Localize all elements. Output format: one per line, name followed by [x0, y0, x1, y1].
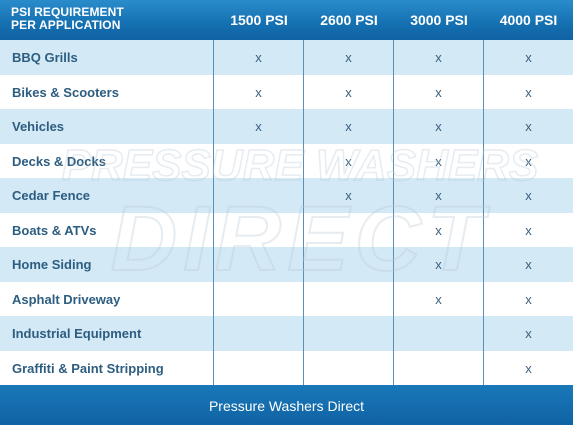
row-mark: x: [525, 291, 532, 307]
column-header-1500-psi: 1500 PSI: [230, 12, 288, 28]
row-mark: [394, 316, 483, 351]
table-header: PSI REQUIREMENT PER APPLICATION 1500 PSI…: [0, 0, 573, 40]
row-mark: x: [525, 153, 532, 169]
row-mark: [214, 213, 303, 248]
table-row: Bikes & Scooters x x x x: [0, 74, 573, 109]
row-mark: [214, 178, 303, 213]
row-mark: x: [345, 119, 352, 134]
row-label: Asphalt Driveway: [12, 291, 121, 307]
row-label: Cedar Fence: [12, 188, 91, 203]
header-title: PSI REQUIREMENT PER APPLICATION: [11, 6, 211, 32]
table-body: BBQ Grills x x x x Bikes & Scooters x x x x Vehicl…: [0, 40, 573, 385]
row-mark: [214, 351, 303, 386]
row-mark: [214, 247, 303, 282]
row-mark: [304, 247, 393, 282]
row-mark: [304, 316, 393, 351]
row-mark: x: [525, 257, 532, 272]
column-divider: [483, 40, 484, 385]
row-mark: [214, 316, 303, 351]
row-label: Vehicles: [12, 119, 65, 134]
row-mark: x: [525, 360, 532, 376]
row-mark: x: [525, 326, 532, 341]
column-header-4000-psi: 4000 PSI: [499, 12, 558, 28]
row-label: Industrial Equipment: [12, 326, 142, 341]
row-label: BBQ Grills: [12, 50, 78, 65]
table-row: Cedar Fence x x x: [0, 178, 573, 213]
row-mark: x: [255, 50, 262, 65]
row-label: Bikes & Scooters: [12, 84, 119, 100]
footer-text: Pressure Washers Direct: [208, 398, 365, 414]
column-header-3000-psi: 3000 PSI: [410, 12, 468, 28]
table-row: Home Siding x x: [0, 247, 573, 282]
table-row: Asphalt Driveway x x: [0, 281, 573, 317]
row-mark: x: [435, 50, 442, 65]
row-mark: x: [345, 84, 352, 100]
row-mark: [304, 282, 393, 317]
column-divider: [303, 40, 304, 385]
row-mark: x: [435, 222, 442, 238]
table-row: Graffiti & Paint Stripping x: [0, 350, 573, 386]
row-mark: x: [525, 119, 532, 134]
row-mark: x: [255, 119, 262, 134]
row-mark: x: [435, 188, 442, 203]
header-title-line1: PSI REQUIREMENT: [11, 5, 124, 19]
table-row: Vehicles x x x x: [0, 109, 573, 144]
row-mark: x: [525, 188, 532, 203]
row-mark: x: [435, 291, 442, 307]
row-mark: x: [525, 50, 532, 65]
row-mark: x: [435, 119, 442, 134]
row-mark: x: [345, 188, 352, 203]
row-mark: x: [435, 84, 442, 100]
row-label: Boats & ATVs: [12, 222, 97, 238]
row-mark: [304, 351, 393, 386]
row-label: Graffiti & Paint Stripping: [12, 360, 164, 376]
header-title-line2: PER APPLICATION: [11, 18, 121, 32]
column-divider: [213, 40, 214, 385]
row-mark: x: [525, 84, 532, 100]
footer-bar: Pressure Washers Direct: [0, 385, 573, 425]
row-mark: x: [345, 50, 352, 65]
row-label: Decks & Docks: [12, 153, 106, 169]
row-mark: x: [525, 222, 532, 238]
row-mark: x: [435, 257, 442, 272]
row-mark: x: [255, 84, 262, 100]
row-mark: [304, 213, 393, 248]
column-divider: [393, 40, 394, 385]
row-mark: [214, 144, 303, 179]
row-mark: x: [435, 153, 442, 169]
table-row: Industrial Equipment x: [0, 316, 573, 351]
table-row: Boats & ATVs x x: [0, 212, 573, 248]
table-row: BBQ Grills x x x x: [0, 40, 573, 75]
row-mark: [214, 282, 303, 317]
row-mark: x: [345, 153, 352, 169]
row-label: Home Siding: [12, 257, 92, 272]
row-mark: [394, 351, 483, 386]
table-row: Decks & Docks x x x: [0, 143, 573, 179]
column-header-2600-psi: 2600 PSI: [320, 12, 378, 28]
